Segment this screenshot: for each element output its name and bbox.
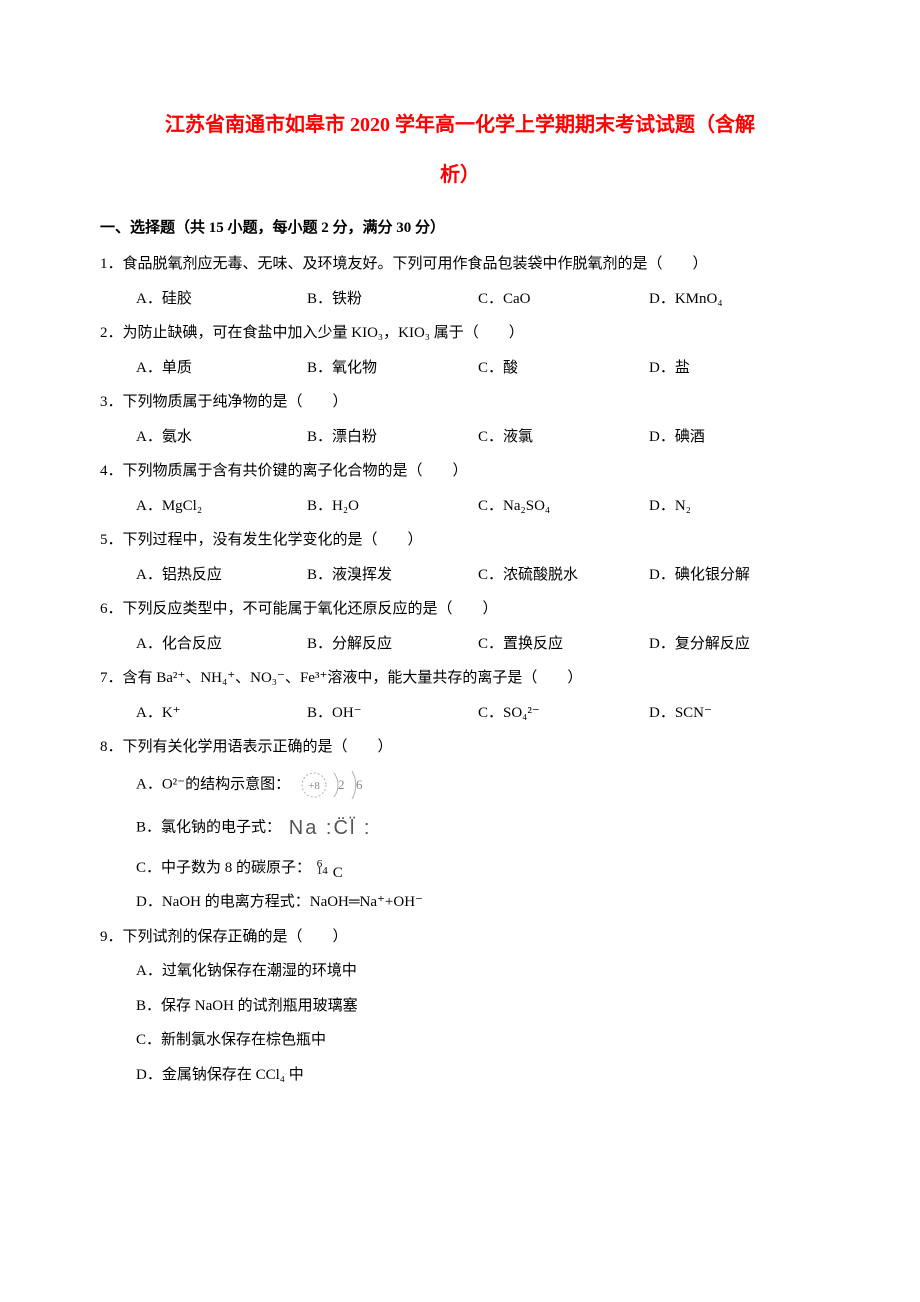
- q2-opt-c: C．酸: [478, 351, 649, 386]
- question-7: 7．含有 Ba²⁺、NH₄⁺、NO₃⁻、Fe³⁺溶液中，能大量共存的离子是（ ）…: [100, 661, 820, 730]
- q8-opt-b: B．氯化钠的电子式： Na :C̈l̈ :: [100, 805, 820, 851]
- q9-stem: 9．下列试剂的保存正确的是（ ）: [100, 920, 820, 955]
- section-header: 一、选择题（共 15 小题，每小题 2 分，满分 30 分）: [100, 216, 820, 237]
- q2-opt-b: B．氧化物: [307, 351, 478, 386]
- q4-opt-d: D．N₂: [649, 489, 820, 524]
- q4-opt-b: B．H₂O: [307, 489, 478, 524]
- q7-options: A．K⁺ B．OH⁻ C．SO₄²⁻ D．SCN⁻: [100, 696, 820, 731]
- q9-opt-d: D．金属钠保存在 CCl₄ 中: [100, 1058, 820, 1093]
- q8-stem: 8．下列有关化学用语表示正确的是（ ）: [100, 730, 820, 765]
- question-9: 9．下列试剂的保存正确的是（ ） A．过氧化钠保存在潮湿的环境中 B．保存 Na…: [100, 920, 820, 1093]
- q8-opt-c: C．中子数为 8 的碳原子： 6 14 C: [100, 851, 820, 886]
- q2-opt-d: D．盐: [649, 351, 820, 386]
- question-8: 8．下列有关化学用语表示正确的是（ ） A．O²⁻的结构示意图： +8 2 6 …: [100, 730, 820, 920]
- question-5: 5．下列过程中，没有发生化学变化的是（ ） A．铝热反应 B．液溴挥发 C．浓硫…: [100, 523, 820, 592]
- isotope-symbol: C: [333, 865, 343, 881]
- q5-opt-c: C．浓硫酸脱水: [478, 558, 649, 593]
- q7-opt-c: C．SO₄²⁻: [478, 696, 649, 731]
- document-title-line2: 析）: [100, 150, 820, 200]
- q7-opt-b: B．OH⁻: [307, 696, 478, 731]
- q7-opt-d: D．SCN⁻: [649, 696, 820, 731]
- q7-opt-a: A．K⁺: [136, 696, 307, 731]
- document-title-line1: 江苏省南通市如皋市 2020 学年高一化学上学期期末考试试题（含解: [100, 100, 820, 150]
- q6-opt-d: D．复分解反应: [649, 627, 820, 662]
- question-6: 6．下列反应类型中，不可能属于氧化还原反应的是（ ） A．化合反应 B．分解反应…: [100, 592, 820, 661]
- q3-options: A．氨水 B．漂白粉 C．液氯 D．碘酒: [100, 420, 820, 455]
- q1-options: A．硅胶 B．铁粉 C．CaO D．KMnO₄: [100, 282, 820, 317]
- q5-opt-b: B．液溴挥发: [307, 558, 478, 593]
- q8-opt-d: D．NaOH 的电离方程式：NaOH═Na⁺+OH⁻: [100, 885, 820, 920]
- q5-opt-a: A．铝热反应: [136, 558, 307, 593]
- q9-opt-c: C．新制氯水保存在棕色瓶中: [100, 1023, 820, 1058]
- q3-opt-d: D．碘酒: [649, 420, 820, 455]
- q6-opt-b: B．分解反应: [307, 627, 478, 662]
- svg-text:+8: +8: [308, 780, 320, 792]
- question-2: 2．为防止缺碘，可在食盐中加入少量 KIO₃，KIO₃ 属于（ ） A．单质 B…: [100, 316, 820, 385]
- q1-opt-b: B．铁粉: [307, 282, 478, 317]
- lewis-structure-icon: Na :C̈l̈ :: [289, 805, 372, 851]
- q7-stem: 7．含有 Ba²⁺、NH₄⁺、NO₃⁻、Fe³⁺溶液中，能大量共存的离子是（ ）: [100, 661, 820, 696]
- q5-stem: 5．下列过程中，没有发生化学变化的是（ ）: [100, 523, 820, 558]
- q8-c-prefix: C．中子数为 8 的碳原子：: [136, 860, 311, 876]
- q2-options: A．单质 B．氧化物 C．酸 D．盐: [100, 351, 820, 386]
- q8-b-prefix: B．氯化钠的电子式：: [136, 819, 281, 835]
- isotope-notation: 6 14 C: [317, 856, 343, 880]
- q2-opt-a: A．单质: [136, 351, 307, 386]
- isotope-atomic: 14: [317, 859, 328, 884]
- q1-opt-a: A．硅胶: [136, 282, 307, 317]
- question-1: 1．食品脱氧剂应无毒、无味、及环境友好。下列可用作食品包装袋中作脱氧剂的是（ ）…: [100, 247, 820, 316]
- q3-stem: 3．下列物质属于纯净物的是（ ）: [100, 385, 820, 420]
- q4-opt-c: C．Na₂SO₄: [478, 489, 649, 524]
- svg-text:6: 6: [356, 777, 363, 792]
- q9-opt-a: A．过氧化钠保存在潮湿的环境中: [100, 954, 820, 989]
- q1-stem: 1．食品脱氧剂应无毒、无味、及环境友好。下列可用作食品包装袋中作脱氧剂的是（ ）: [100, 247, 820, 282]
- q8-a-prefix: A．O²⁻的结构示意图：: [136, 776, 290, 792]
- q6-opt-c: C．置换反应: [478, 627, 649, 662]
- q3-opt-b: B．漂白粉: [307, 420, 478, 455]
- q8-opt-a: A．O²⁻的结构示意图： +8 2 6: [100, 765, 820, 805]
- q3-opt-c: C．液氯: [478, 420, 649, 455]
- q6-stem: 6．下列反应类型中，不可能属于氧化还原反应的是（ ）: [100, 592, 820, 627]
- q1-opt-d: D．KMnO₄: [649, 282, 820, 317]
- q5-options: A．铝热反应 B．液溴挥发 C．浓硫酸脱水 D．碘化银分解: [100, 558, 820, 593]
- q4-stem: 4．下列物质属于含有共价键的离子化合物的是（ ）: [100, 454, 820, 489]
- q5-opt-d: D．碘化银分解: [649, 558, 820, 593]
- svg-text:2: 2: [338, 777, 345, 792]
- question-4: 4．下列物质属于含有共价键的离子化合物的是（ ） A．MgCl₂ B．H₂O C…: [100, 454, 820, 523]
- q2-stem: 2．为防止缺碘，可在食盐中加入少量 KIO₃，KIO₃ 属于（ ）: [100, 316, 820, 351]
- q4-opt-a: A．MgCl₂: [136, 489, 307, 524]
- q4-options: A．MgCl₂ B．H₂O C．Na₂SO₄ D．N₂: [100, 489, 820, 524]
- atom-structure-icon: +8 2 6: [298, 765, 378, 805]
- q3-opt-a: A．氨水: [136, 420, 307, 455]
- q9-opt-b: B．保存 NaOH 的试剂瓶用玻璃塞: [100, 989, 820, 1024]
- q1-opt-c: C．CaO: [478, 282, 649, 317]
- q6-opt-a: A．化合反应: [136, 627, 307, 662]
- question-3: 3．下列物质属于纯净物的是（ ） A．氨水 B．漂白粉 C．液氯 D．碘酒: [100, 385, 820, 454]
- q6-options: A．化合反应 B．分解反应 C．置换反应 D．复分解反应: [100, 627, 820, 662]
